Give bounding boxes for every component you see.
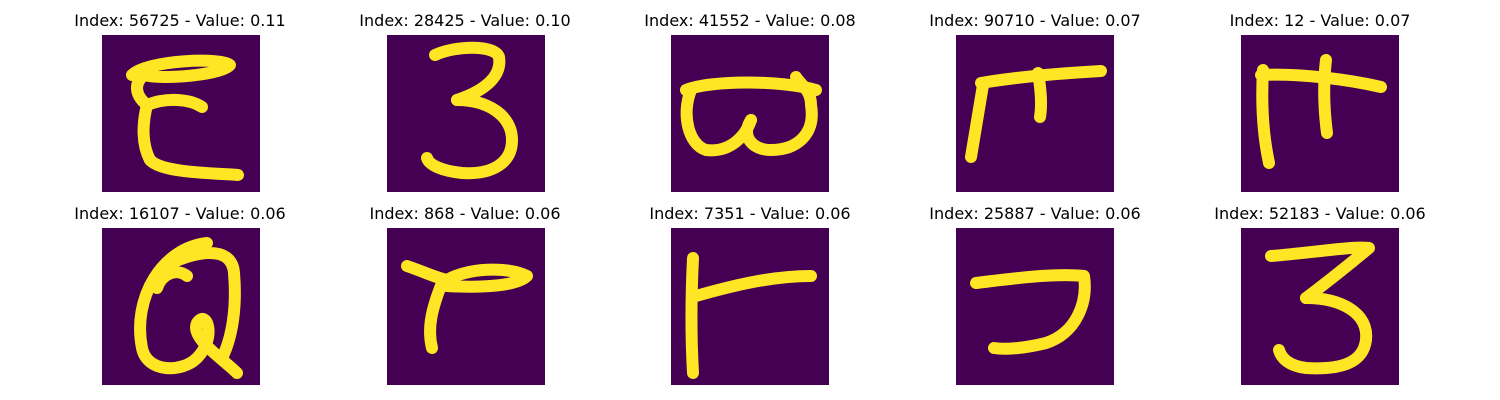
panel-title: Index: 90710 - Value: 0.07 (929, 11, 1141, 30)
digit-image (1241, 35, 1399, 192)
panel-title: Index: 52183 - Value: 0.06 (1214, 204, 1426, 223)
digit-image (387, 228, 545, 385)
panel-title: Index: 25887 - Value: 0.06 (929, 204, 1141, 223)
panel-title: Index: 12 - Value: 0.07 (1229, 11, 1411, 30)
digit-image (956, 228, 1114, 385)
panel-title: Index: 868 - Value: 0.06 (369, 204, 561, 223)
panel-title: Index: 16107 - Value: 0.06 (74, 204, 286, 223)
digit-image (102, 228, 260, 385)
panel-title: Index: 7351 - Value: 0.06 (649, 204, 851, 223)
digit-image (1241, 228, 1399, 385)
digit-image (671, 228, 829, 385)
digit-image (387, 35, 545, 192)
digit-image (671, 35, 829, 192)
digit-image (102, 35, 260, 192)
panel-title: Index: 28425 - Value: 0.10 (359, 11, 571, 30)
panel-title: Index: 41552 - Value: 0.08 (644, 11, 856, 30)
digit-image (956, 35, 1114, 192)
panel-title: Index: 56725 - Value: 0.11 (74, 11, 286, 30)
